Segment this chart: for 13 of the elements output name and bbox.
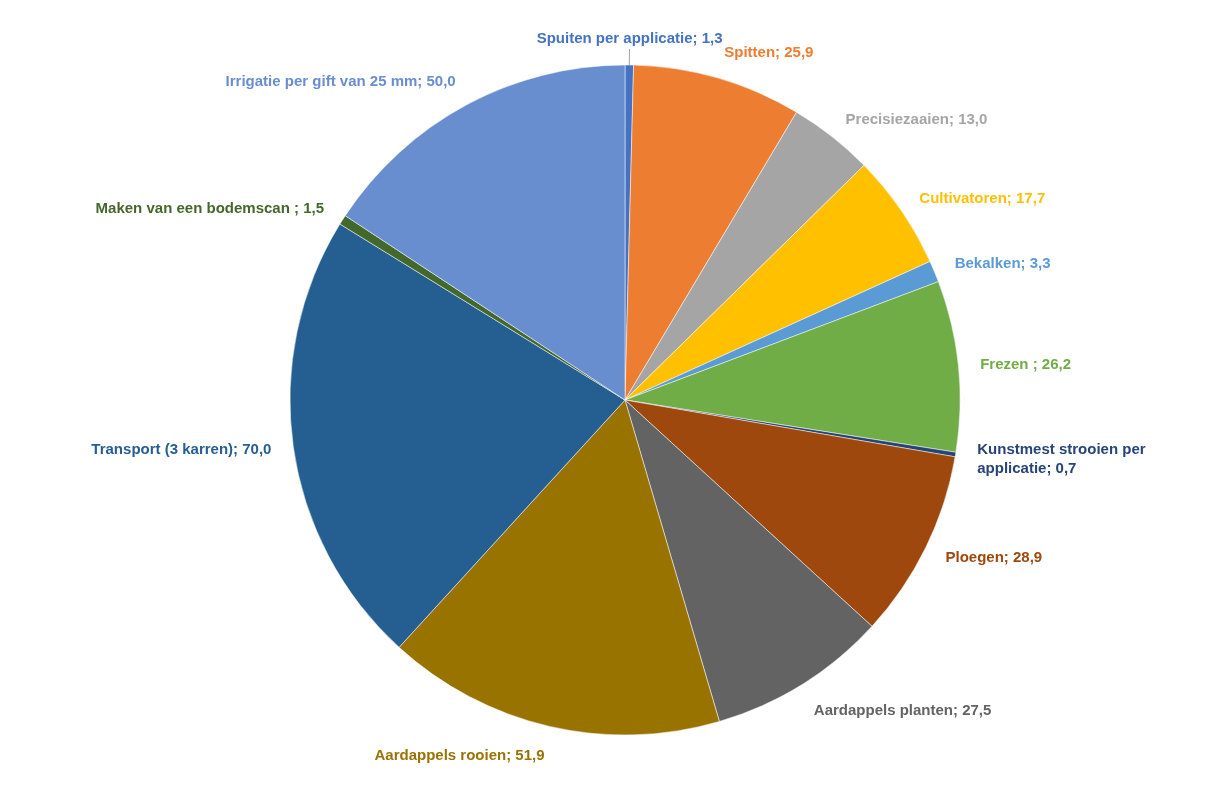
slice-label: Aardappels planten; 27,5 (813, 700, 992, 718)
slice-label: Ploegen; 28,9 (945, 548, 1043, 566)
slice-label: Bekalken; 3,3 (954, 254, 1051, 272)
slice-label: Irrigatie per gift van 25 mm; 50,0 (225, 71, 456, 89)
slice-label: Aardappels rooien; 51,9 (374, 745, 545, 763)
slice-label: Precisiezaaien; 13,0 (845, 110, 988, 128)
slice-label: Kunstmest strooien per applicatie; 0,7 (977, 439, 1146, 476)
slice-label: Spuiten per applicatie; 1,3 (536, 29, 723, 47)
slice-label: Transport (3 karren); 70,0 (91, 440, 272, 458)
slice-label: Spitten; 25,9 (724, 43, 814, 61)
slice-label: Cultivatoren; 17,7 (919, 189, 1046, 207)
slice-label: Maken van een bodemscan ; 1,5 (95, 199, 325, 217)
slice-label: Frezen ; 26,2 (980, 354, 1072, 372)
